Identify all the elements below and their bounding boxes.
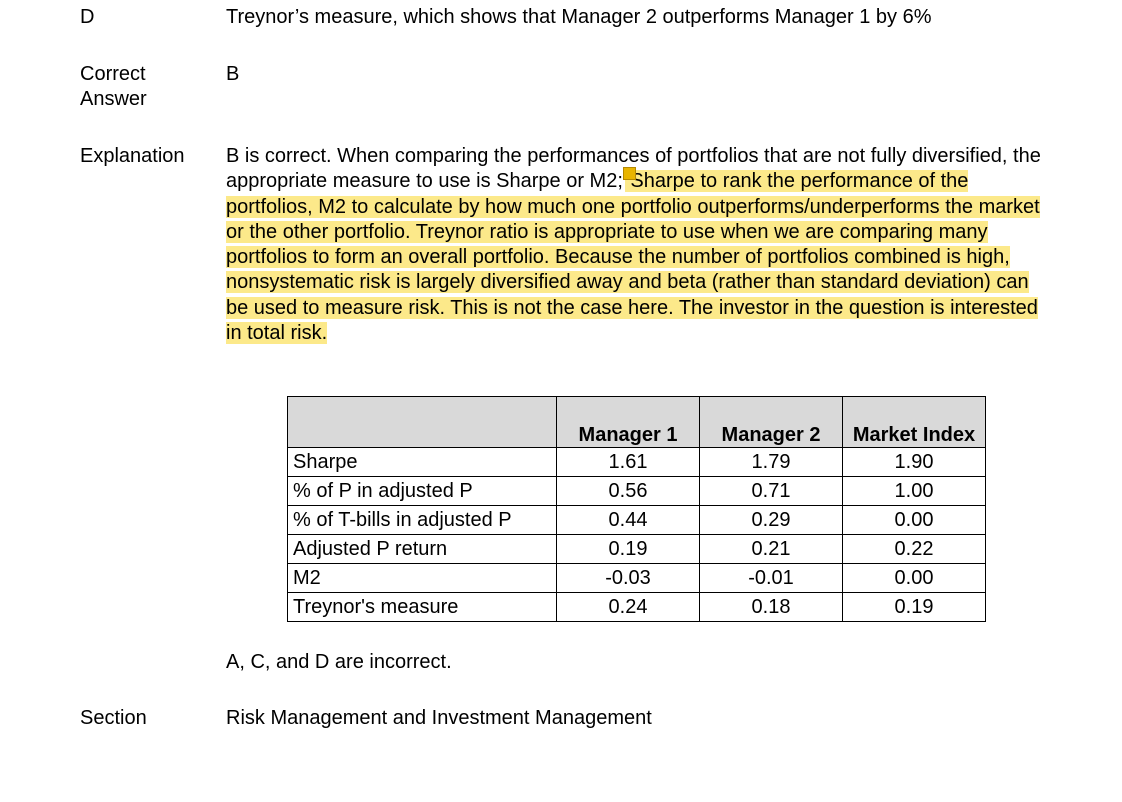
table-cell: -0.03 [556,563,700,593]
table-cell: 1.00 [842,476,986,506]
table-row: Sharpe 1.61 1.79 1.90 [287,447,986,477]
table-cell: 1.61 [556,447,700,477]
table-cell: 0.44 [556,505,700,535]
table-cell: % of P in adjusted P [287,476,557,506]
table-header-cell [287,396,557,448]
correct-answer-value: B [226,63,240,85]
explanation-plain-text: B is correct. When comparing the perform… [226,145,1041,193]
table-cell: 0.22 [842,534,986,564]
option-d-letter: D [80,6,95,28]
table-cell: 0.00 [842,505,986,535]
table-cell: 1.90 [842,447,986,477]
section-value: Risk Management and Investment Managemen… [226,707,652,729]
table-cell: 0.24 [556,592,700,622]
table-row: Adjusted P return 0.19 0.21 0.22 [287,534,986,564]
table-row: % of T-bills in adjusted P 0.44 0.29 0.0… [287,505,986,535]
table-header-cell: Manager 1 [556,396,700,448]
table-cell: 1.79 [699,447,843,477]
table-cell: 0.19 [842,592,986,622]
table-cell: M2 [287,563,557,593]
table-cell: 0.19 [556,534,700,564]
incorrect-options-note: A, C, and D are incorrect. [226,651,452,673]
explanation-highlighted-text: Sharpe to rank the performance of the po… [226,170,1040,345]
table-cell: Sharpe [287,447,557,477]
table-cell: Adjusted P return [287,534,557,564]
table-cell: 0.21 [699,534,843,564]
correct-answer-label: Correct Answer [80,63,147,110]
table-cell: 0.56 [556,476,700,506]
table-header-row: Manager 1 Manager 2 Market Index [287,396,986,448]
explanation-label: Explanation [80,145,185,167]
table-row: Treynor's measure 0.24 0.18 0.19 [287,592,986,622]
performance-table: Manager 1 Manager 2 Market Index Sharpe … [287,396,986,622]
table-cell: Treynor's measure [287,592,557,622]
table-row: % of P in adjusted P 0.56 0.71 1.00 [287,476,986,506]
table-cell: -0.01 [699,563,843,593]
table-cell: 0.29 [699,505,843,535]
table-cell: 0.71 [699,476,843,506]
explanation-text: B is correct. When comparing the perform… [226,144,1046,346]
table-cell: % of T-bills in adjusted P [287,505,557,535]
section-label: Section [80,707,147,729]
table-row: M2 -0.03 -0.01 0.00 [287,563,986,593]
table-header-cell: Market Index [842,396,986,448]
table-cell: 0.18 [699,592,843,622]
comment-marker-icon[interactable] [622,167,636,181]
table-header-cell: Manager 2 [699,396,843,448]
option-d-text: Treynor’s measure, which shows that Mana… [226,6,932,28]
table-cell: 0.00 [842,563,986,593]
